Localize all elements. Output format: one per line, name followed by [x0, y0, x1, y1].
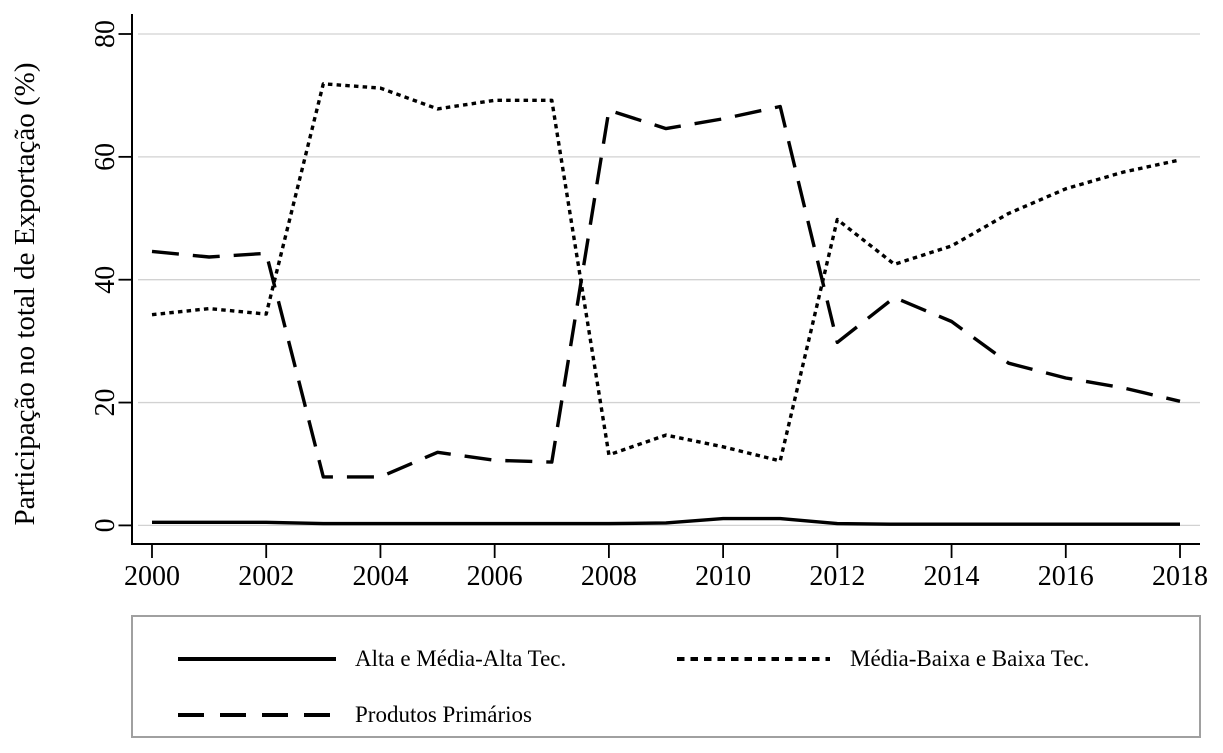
legend-label-alta-media-alta: Alta e Média-Alta Tec.	[355, 646, 567, 671]
legend-label-produtos-primarios: Produtos Primários	[355, 702, 532, 727]
plot-layer: 0 20 40 60 80 2000 2002 2004 2006 2008 2010 2012 201…	[90, 14, 1208, 592]
y-tick-label: 20	[90, 389, 121, 417]
x-tick-label: 2012	[809, 561, 865, 592]
x-tick-label: 2002	[238, 561, 294, 592]
x-tick-label: 2006	[467, 561, 523, 592]
x-tick-label: 2004	[352, 561, 408, 592]
x-tick-label: 2010	[695, 561, 751, 592]
legend-key-solid-line	[178, 657, 336, 661]
x-tick-label: 2014	[924, 561, 980, 592]
series-line-2-longdash	[151, 104, 1181, 479]
series-line-0-solid	[152, 516, 1180, 526]
legend-label-media-baixa-baixa: Média-Baixa e Baixa Tec.	[850, 646, 1090, 671]
y-axis-title: Participação no total de Exportação (%)	[9, 63, 41, 526]
x-tick-label: 2000	[124, 561, 180, 592]
series-line-1-dotted	[151, 82, 1181, 463]
y-tick-label: 40	[90, 266, 121, 294]
y-tick-label: 0	[90, 518, 121, 532]
x-tick-label: 2008	[581, 561, 637, 592]
legend: Alta e Média-Alta Tec. Média-Baixa e Bai…	[131, 615, 1201, 738]
legend-key-dotted-line	[677, 657, 830, 661]
y-tick-label: 80	[90, 20, 121, 48]
x-tick-label: 2018	[1152, 561, 1208, 592]
legend-key-longdash-line	[178, 713, 336, 717]
x-tick-label: 2016	[1038, 561, 1094, 592]
y-tick-label: 60	[90, 143, 121, 171]
